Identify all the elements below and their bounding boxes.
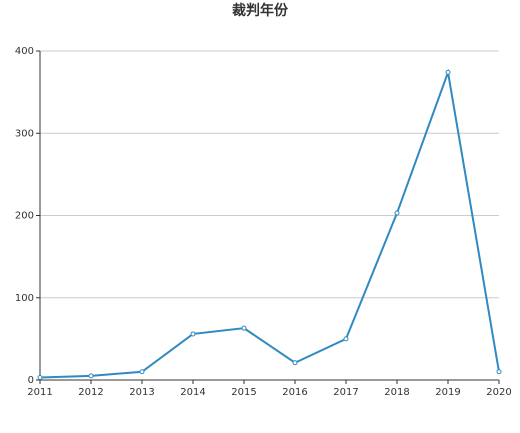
point [241,325,247,331]
x-tick-label: 2012 [78,387,103,398]
x-tick-label: 2016 [282,387,307,398]
line [39,68,500,379]
x-tick-label: 2015 [231,387,256,398]
y-tick-label: 0 [28,375,34,386]
x-tick-label: 2018 [384,387,409,398]
point [445,69,451,75]
point [88,373,94,379]
y-tick-label: 200 [15,211,34,222]
x-tick-label: 2013 [129,387,154,398]
point [190,331,196,337]
y-tick-label: 100 [15,293,34,304]
x-tick-label: 2014 [180,387,205,398]
point [37,375,43,381]
y-tick-label: 400 [15,46,34,57]
chart-title: 裁判年份 [232,2,289,19]
x-tick-label: 2019 [435,387,460,398]
point [139,369,145,375]
x-tick-label: 2020 [486,387,511,398]
point [496,369,502,375]
x-tick-label: 2017 [333,387,358,398]
point [394,210,400,216]
point [343,336,349,342]
point [292,360,298,366]
y-tick-label: 300 [15,128,34,139]
x-tick-label: 2011 [27,387,52,398]
